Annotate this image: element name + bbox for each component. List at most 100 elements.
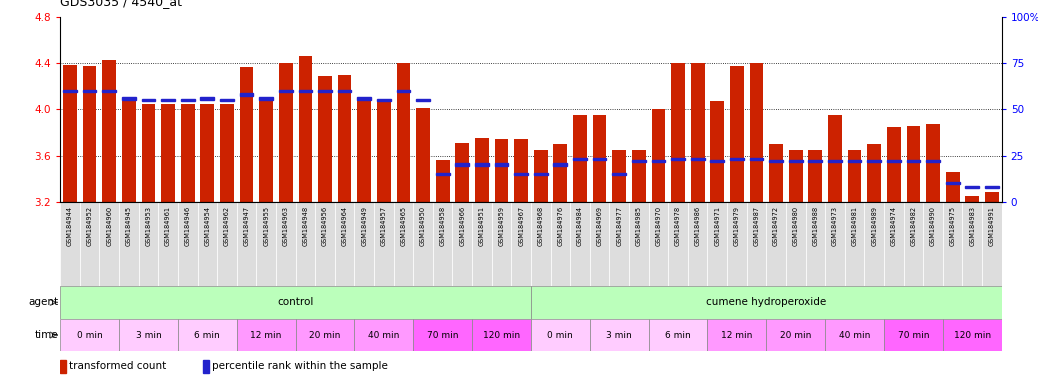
Bar: [80, 202, 100, 286]
Bar: [652, 160, 665, 162]
Text: GSM184956: GSM184956: [322, 206, 328, 246]
Bar: [534, 173, 548, 175]
Text: GSM184986: GSM184986: [694, 206, 701, 246]
Bar: [688, 202, 708, 286]
Text: control: control: [277, 297, 313, 308]
Bar: [256, 202, 276, 286]
Bar: [965, 185, 979, 188]
Bar: [200, 97, 214, 100]
Bar: [60, 286, 530, 319]
Bar: [83, 90, 97, 92]
Bar: [181, 99, 194, 101]
Text: GDS3035 / 4540_at: GDS3035 / 4540_at: [60, 0, 183, 8]
Text: 12 min: 12 min: [721, 331, 753, 339]
Bar: [122, 97, 136, 100]
Text: GSM184957: GSM184957: [381, 206, 387, 246]
Text: 120 min: 120 min: [954, 331, 991, 339]
Text: GSM184967: GSM184967: [518, 206, 524, 246]
Bar: [397, 63, 410, 202]
Bar: [354, 319, 413, 351]
Bar: [161, 99, 175, 101]
Text: GSM184950: GSM184950: [420, 206, 426, 246]
Text: 12 min: 12 min: [250, 331, 282, 339]
Bar: [316, 202, 335, 286]
Bar: [60, 319, 119, 351]
Text: 0 min: 0 min: [77, 331, 103, 339]
Text: GSM184947: GSM184947: [244, 206, 249, 246]
Text: GSM184954: GSM184954: [204, 206, 211, 246]
Bar: [943, 202, 962, 286]
Bar: [299, 90, 312, 92]
Text: 70 min: 70 min: [898, 331, 929, 339]
Bar: [590, 202, 609, 286]
Text: GSM184955: GSM184955: [264, 206, 269, 246]
Bar: [296, 202, 316, 286]
Bar: [279, 90, 293, 92]
Bar: [260, 101, 273, 202]
Bar: [374, 202, 393, 286]
Bar: [590, 319, 649, 351]
Text: 20 min: 20 min: [309, 331, 340, 339]
Text: GSM184985: GSM184985: [636, 206, 641, 246]
Bar: [475, 138, 489, 202]
Bar: [200, 104, 214, 202]
Bar: [103, 90, 116, 92]
Bar: [177, 319, 237, 351]
Bar: [550, 202, 570, 286]
Text: GSM184974: GSM184974: [891, 206, 897, 246]
Bar: [492, 202, 512, 286]
Bar: [649, 319, 708, 351]
Bar: [612, 150, 626, 202]
Bar: [240, 93, 253, 96]
Bar: [710, 160, 725, 162]
Text: GSM184961: GSM184961: [165, 206, 171, 246]
Bar: [727, 202, 746, 286]
Bar: [103, 60, 116, 202]
Bar: [60, 202, 80, 286]
Text: GSM184944: GSM184944: [67, 206, 73, 246]
Bar: [746, 202, 766, 286]
Text: GSM184979: GSM184979: [734, 206, 740, 246]
Text: GSM184977: GSM184977: [617, 206, 622, 246]
Bar: [296, 319, 354, 351]
Bar: [456, 143, 469, 202]
Bar: [730, 66, 744, 202]
Text: GSM184945: GSM184945: [126, 206, 132, 246]
Text: GSM184971: GSM184971: [714, 206, 720, 246]
Bar: [649, 202, 668, 286]
Text: 6 min: 6 min: [665, 331, 691, 339]
Bar: [433, 202, 453, 286]
Bar: [260, 97, 273, 100]
Bar: [710, 101, 725, 202]
Bar: [60, 360, 66, 372]
Bar: [668, 202, 688, 286]
Text: GSM184989: GSM184989: [871, 206, 877, 246]
Bar: [652, 109, 665, 202]
Bar: [766, 202, 786, 286]
Bar: [413, 319, 472, 351]
Bar: [789, 160, 802, 162]
Text: GSM184963: GSM184963: [282, 206, 289, 246]
Bar: [553, 164, 567, 166]
Bar: [609, 202, 629, 286]
Bar: [749, 158, 763, 161]
Bar: [63, 65, 77, 202]
Bar: [708, 202, 727, 286]
Bar: [237, 202, 256, 286]
Bar: [436, 173, 449, 175]
Bar: [946, 182, 959, 184]
Bar: [809, 150, 822, 202]
Text: transformed count: transformed count: [70, 361, 166, 371]
Bar: [691, 63, 705, 202]
Bar: [495, 164, 509, 166]
Bar: [825, 319, 884, 351]
Bar: [203, 360, 209, 372]
Text: GSM184972: GSM184972: [773, 206, 780, 246]
Bar: [177, 202, 197, 286]
Bar: [553, 144, 567, 202]
Text: GSM184962: GSM184962: [224, 206, 230, 246]
Bar: [357, 97, 371, 100]
Bar: [828, 160, 842, 162]
Bar: [63, 90, 77, 92]
Bar: [965, 196, 979, 202]
